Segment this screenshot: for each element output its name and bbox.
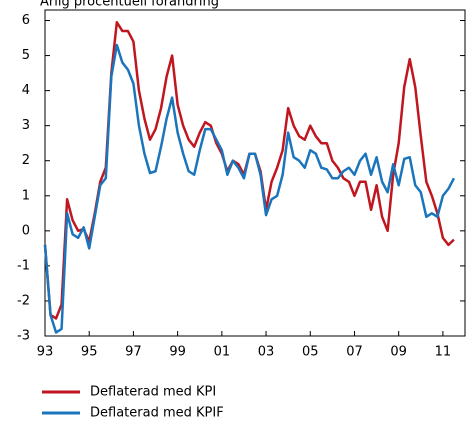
x-tick-label: 09 bbox=[390, 345, 407, 360]
x-tick-label: 07 bbox=[346, 345, 363, 360]
x-tick-label: 05 bbox=[302, 345, 319, 360]
y-tick-label: 0 bbox=[22, 223, 30, 238]
plot-frame bbox=[44, 9, 466, 337]
x-tick-label: 95 bbox=[81, 345, 98, 360]
y-tick-label: 5 bbox=[22, 48, 30, 63]
x-tick-label: 03 bbox=[258, 345, 275, 360]
y-tick-label: 4 bbox=[22, 83, 30, 98]
y-tick-label: 3 bbox=[22, 118, 30, 133]
y-tick-label: -1 bbox=[17, 258, 30, 273]
y-tick-label: -3 bbox=[17, 329, 30, 344]
y-tick-label: 6 bbox=[22, 13, 30, 28]
chart-title: Årlig procentuell förändring bbox=[40, 0, 219, 10]
x-tick-label: 01 bbox=[214, 345, 231, 360]
y-tick-label: 2 bbox=[22, 153, 30, 168]
x-tick-label: 11 bbox=[435, 345, 452, 360]
x-tick-label: 93 bbox=[37, 345, 54, 360]
legend-label: Deflaterad med KPIF bbox=[90, 406, 224, 421]
x-tick-label: 97 bbox=[125, 345, 142, 360]
y-tick-label: 1 bbox=[22, 188, 30, 203]
y-tick-label: -2 bbox=[17, 293, 30, 308]
legend-label: Deflaterad med KPI bbox=[90, 385, 216, 400]
x-tick-label: 99 bbox=[169, 345, 186, 360]
series-line bbox=[43, 43, 456, 334]
